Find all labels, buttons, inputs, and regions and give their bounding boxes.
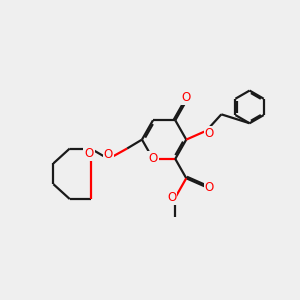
Text: O: O — [104, 148, 113, 161]
Text: O: O — [205, 181, 214, 194]
Text: O: O — [182, 91, 191, 104]
Text: O: O — [84, 147, 94, 161]
Text: O: O — [167, 191, 176, 204]
Text: O: O — [205, 127, 214, 140]
Text: O: O — [148, 152, 158, 165]
